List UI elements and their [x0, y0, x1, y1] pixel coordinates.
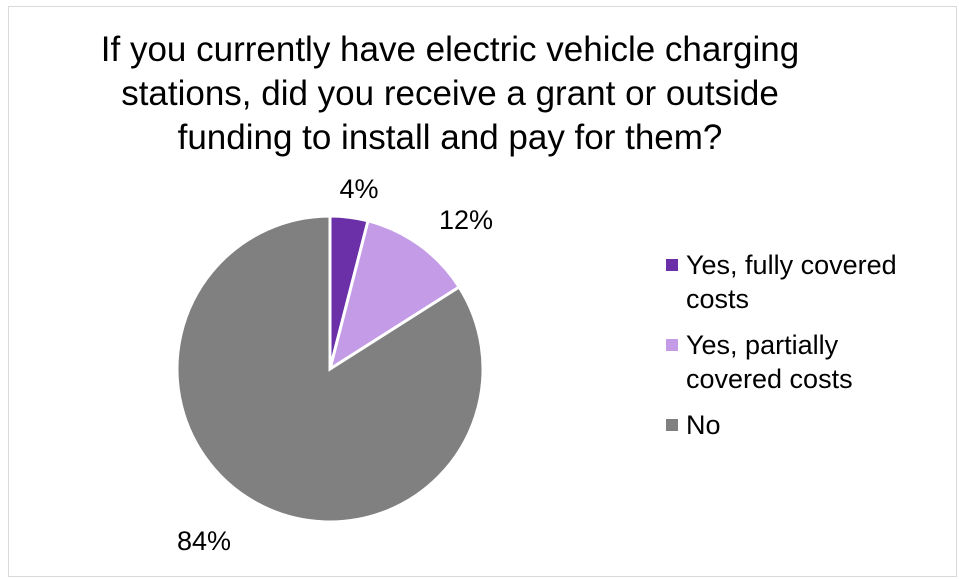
legend-item-fully-covered: Yes, fully covered costs: [666, 248, 959, 316]
legend-item-partially-covered: Yes, partially covered costs: [666, 328, 959, 396]
legend-label-partially-covered-line-2: covered costs: [686, 364, 853, 394]
legend-swatch-partially-covered: [666, 339, 678, 351]
legend-swatch-no: [666, 419, 678, 431]
chart-title-line-1: If you currently have electric vehicle c…: [100, 30, 800, 69]
chart-legend: Yes, fully covered costs Yes, partially …: [666, 248, 959, 454]
chart-title: If you currently have electric vehicle c…: [40, 28, 860, 160]
pie-slice-no: [175, 214, 485, 524]
chart-frame: [8, 6, 957, 577]
legend-item-no: No: [666, 408, 959, 442]
legend-label-fully-covered-line-1: Yes, fully covered: [686, 250, 897, 280]
data-label-no: 84%: [177, 526, 231, 556]
chart-title-line-2: stations, did you receive a grant or out…: [121, 74, 779, 113]
legend-label-fully-covered-line-2: costs: [686, 284, 750, 314]
data-label-fully-covered: 4%: [339, 174, 378, 204]
pie-slice-partially-covered: [327, 218, 462, 373]
chart-title-line-3: funding to install and pay for them?: [177, 118, 723, 157]
legend-label-no: No: [686, 410, 721, 440]
legend-label-partially-covered-line-1: Yes, partially: [686, 330, 839, 360]
data-label-partially-covered: 12%: [439, 205, 493, 235]
legend-swatch-fully-covered: [666, 259, 678, 271]
